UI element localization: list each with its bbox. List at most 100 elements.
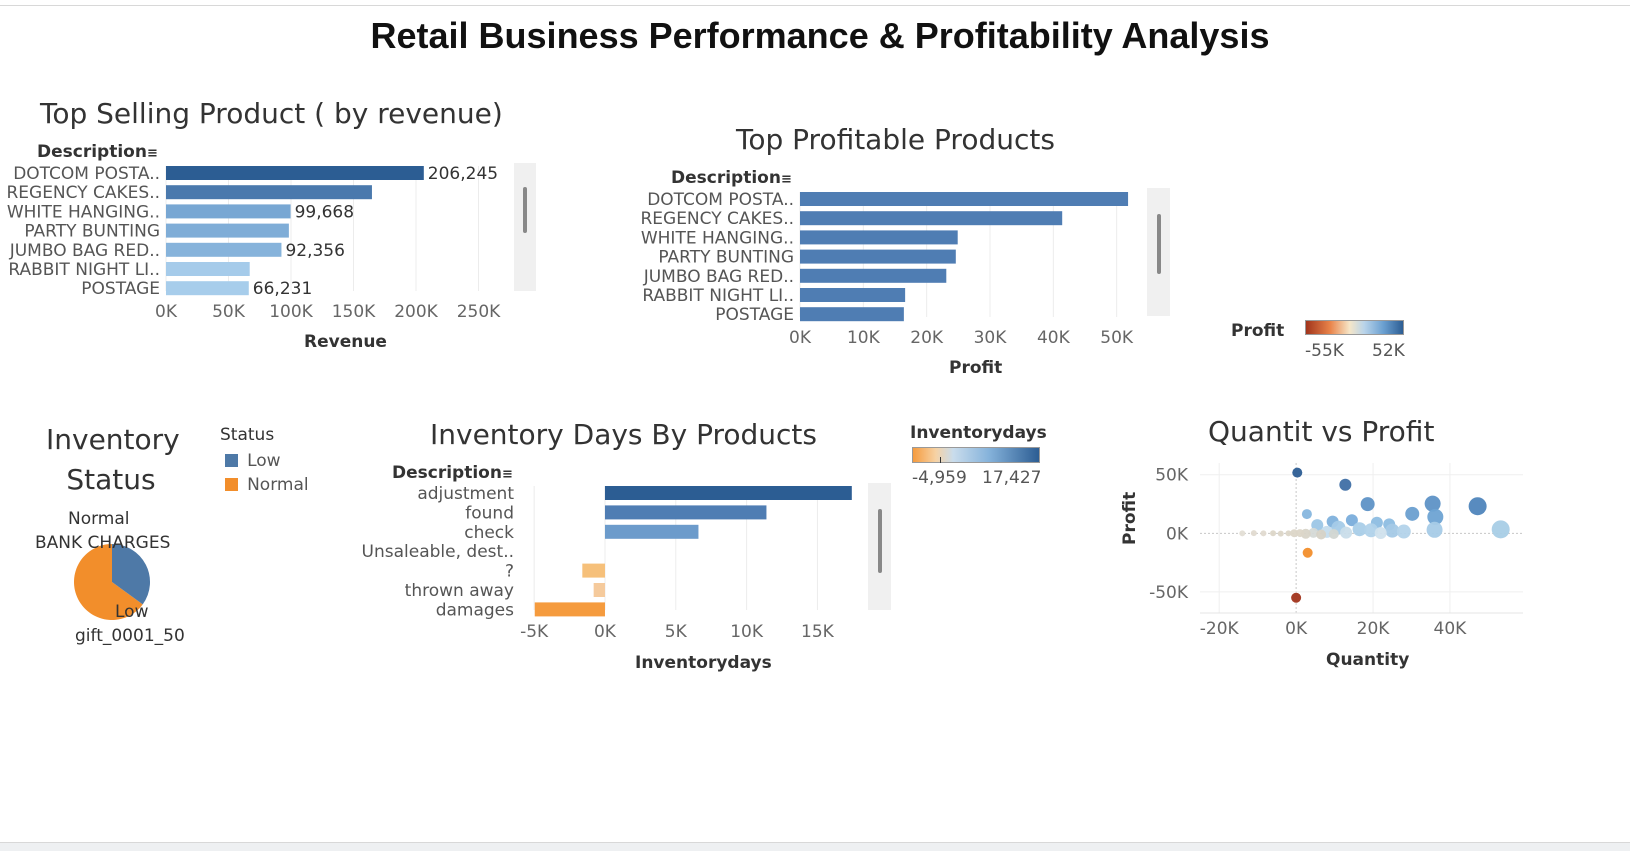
bar	[166, 185, 372, 200]
x-tick-label: 40K	[1434, 619, 1468, 639]
scatter-point	[1291, 592, 1302, 603]
x-tick-label: 0K	[789, 328, 812, 348]
x-tick-label: 20K	[910, 328, 944, 348]
top-profitable-scrollbar[interactable]	[1147, 188, 1170, 316]
sort-icon[interactable]: ≡	[146, 146, 158, 161]
scatter-point	[1285, 530, 1292, 537]
scatter-point	[1270, 530, 1277, 537]
legend-label: Low	[247, 450, 281, 471]
x-tick-label: 0K	[594, 622, 617, 642]
category-label: JUMBO BAG RED..	[643, 267, 794, 287]
x-tick-label: 100K	[269, 302, 313, 322]
pie-label-normal: Normal	[68, 509, 130, 529]
category-label: adjustment	[417, 484, 514, 504]
status-legend-item-low[interactable]: Low	[225, 450, 281, 471]
category-label: REGENCY CAKES..	[6, 183, 160, 203]
scatter-point	[1328, 529, 1339, 540]
bar	[604, 486, 852, 500]
dashboard-title: Retail Business Performance & Profitabil…	[370, 15, 1270, 56]
category-label: POSTAGE	[81, 279, 160, 299]
x-tick-label: 250K	[457, 302, 501, 322]
sort-icon[interactable]: ≡	[780, 172, 792, 187]
legend-label: Normal	[247, 474, 309, 495]
bar	[593, 583, 605, 597]
bar	[604, 505, 767, 520]
top-profitable-scroll-thumb[interactable]	[1157, 214, 1161, 274]
category-label: RABBIT NIGHT LI..	[8, 260, 160, 280]
category-label: DOTCOM POSTA..	[13, 164, 160, 184]
category-label: RABBIT NIGHT LI..	[642, 286, 794, 306]
category-label: ?	[505, 562, 514, 582]
inventory-days-scrollbar[interactable]	[868, 483, 891, 610]
x-tick-label: 0K	[1285, 619, 1308, 639]
category-label: WHITE HANGING..	[7, 202, 160, 222]
x-tick-label: 10K	[730, 622, 764, 642]
legend-swatch	[225, 478, 238, 491]
scatter-point	[1405, 506, 1420, 521]
scatter-x-axis-title: Quantity	[1326, 650, 1410, 670]
status-legend-item-normal[interactable]: Normal	[225, 474, 309, 495]
category-label: DOTCOM POSTA..	[647, 190, 794, 210]
inventory-days-x-axis-title: Inventorydays	[635, 653, 772, 673]
inventory-days-description-header[interactable]: Description≡	[392, 463, 513, 483]
category-label: REGENCY CAKES..	[640, 209, 794, 229]
scatter-point	[1302, 547, 1313, 558]
inventory-status-title-line1: Inventory	[46, 423, 180, 456]
x-tick-label: 50K	[212, 302, 246, 322]
scatter-point	[1260, 530, 1267, 537]
top-profitable-x-axis-title: Profit	[949, 358, 1003, 378]
inventory-status-title-line2: Status	[66, 463, 156, 496]
x-tick-label: 50K	[1100, 328, 1134, 348]
data-label: 99,668	[295, 202, 354, 222]
bar	[166, 223, 289, 238]
data-label: 66,231	[253, 279, 312, 299]
top-selling-title: Top Selling Product ( by revenue)	[40, 97, 503, 130]
profit-legend-gradient[interactable]	[1305, 320, 1404, 335]
category-label: WHITE HANGING..	[641, 228, 794, 248]
category-label: Unsaleable, dest..	[362, 542, 514, 562]
scatter-point	[1374, 526, 1387, 539]
sort-icon[interactable]: ≡	[501, 467, 513, 482]
bar	[166, 242, 282, 257]
scatter-point	[1426, 521, 1443, 538]
top-profitable-chart: DOTCOM POSTA..REGENCY CAKES..WHITE HANGI…	[640, 190, 1134, 348]
top-profitable-description-header[interactable]: Description≡	[671, 168, 792, 188]
bar	[166, 281, 249, 296]
bottom-bar	[0, 842, 1630, 851]
scatter-point	[1385, 523, 1400, 538]
status-legend-title: Status	[220, 425, 275, 445]
scatter-point	[1468, 497, 1487, 516]
y-tick-label: -50K	[1149, 583, 1189, 603]
inventory-status-title: Inventory Status	[46, 420, 180, 500]
category-label: found	[465, 503, 514, 523]
category-label: JUMBO BAG RED..	[9, 241, 160, 261]
pie-label-low: Low	[115, 602, 149, 622]
bar	[800, 230, 958, 245]
inventory-days-scroll-thumb[interactable]	[878, 509, 882, 573]
top-selling-scroll-thumb[interactable]	[523, 187, 527, 233]
pie-slice-normal	[73, 544, 143, 620]
bar	[166, 204, 291, 219]
bar	[800, 288, 906, 302]
category-label: PARTY BUNTING	[24, 222, 160, 242]
category-label: PARTY BUNTING	[658, 248, 794, 268]
bar	[800, 249, 956, 264]
inventorydays-legend-max: 17,427	[982, 468, 1042, 488]
inventorydays-legend-gradient[interactable]	[912, 447, 1040, 463]
y-tick-label: 50K	[1155, 466, 1189, 486]
top-divider	[0, 5, 1630, 6]
inventorydays-legend-title: Inventorydays	[910, 423, 1047, 443]
x-tick-label: 30K	[974, 328, 1008, 348]
profit-legend-min: -55K	[1305, 341, 1344, 361]
bar	[166, 166, 424, 180]
inventory-status-pie	[73, 544, 150, 620]
profit-legend-title: Profit	[1231, 321, 1285, 341]
legend-swatch	[225, 454, 238, 467]
x-tick-label: 150K	[332, 302, 376, 322]
x-tick-label: 0K	[155, 302, 178, 322]
top-selling-scrollbar[interactable]	[514, 163, 536, 291]
top-selling-description-header[interactable]: Description≡	[37, 142, 158, 162]
x-tick-label: 200K	[394, 302, 438, 322]
bar	[534, 602, 605, 617]
scatter-point	[1292, 467, 1303, 478]
